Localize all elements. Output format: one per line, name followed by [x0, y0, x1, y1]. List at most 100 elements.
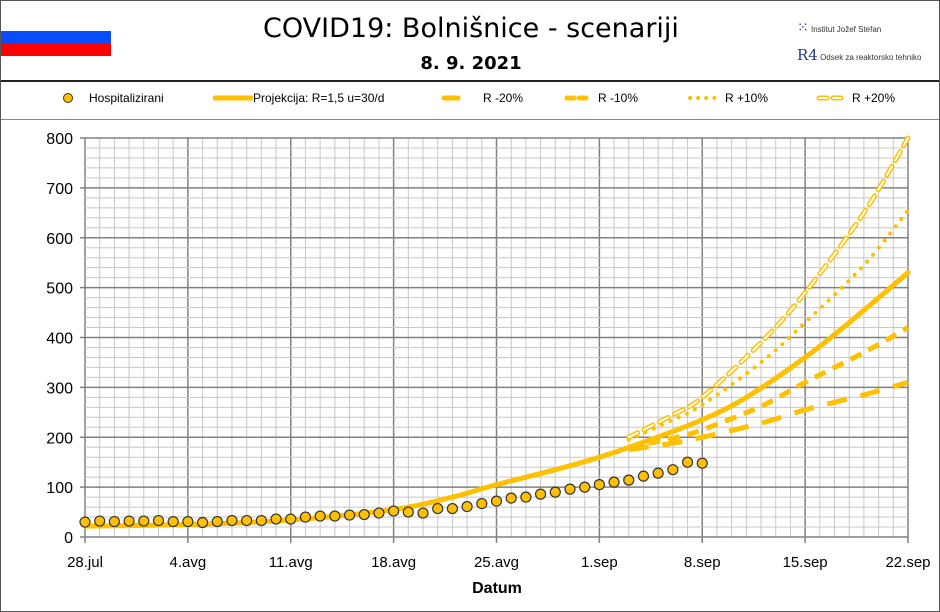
- chart-date: 8. 9. 2021: [420, 53, 522, 74]
- x-tick-label: 25.avg: [474, 554, 519, 571]
- series-line-r-20-: [628, 379, 909, 453]
- series-line-r-20--inner: [627, 137, 909, 439]
- data-point-hospitalizirani: [167, 515, 179, 528]
- data-point-hospitalizirani: [152, 514, 165, 527]
- legend-marker-icon: [63, 93, 73, 103]
- dots-logo-icon: ⁙: [797, 19, 809, 35]
- y-tick-label: 400: [46, 331, 73, 348]
- legend-item-r+10: R +10%: [687, 91, 768, 105]
- slovenia-flag-icon: [1, 19, 111, 56]
- data-point-hospitalizirani: [108, 515, 120, 528]
- data-point-hospitalizirani: [94, 515, 106, 527]
- data-point-hospitalizirani: [696, 457, 708, 469]
- data-point-hospitalizirani: [343, 509, 356, 521]
- legend-label: Hospitalizirani: [89, 91, 164, 105]
- logo-r4-text: Odsek za reaktorsko tehniko: [820, 53, 922, 62]
- header-divider: [1, 80, 939, 82]
- x-tick-label: 28.jul: [67, 554, 103, 571]
- x-axis-label: Datum: [472, 580, 522, 597]
- legend-item-r-10: R -10%: [564, 91, 638, 105]
- data-point-hospitalizirani: [417, 507, 429, 519]
- x-tick-label: 4.avg: [170, 554, 207, 571]
- data-point-hospitalizirani: [226, 514, 238, 527]
- data-point-hospitalizirani: [314, 510, 326, 522]
- legend-item-r-20: R -20%: [441, 91, 523, 105]
- data-point-hospitalizirani: [329, 510, 341, 522]
- data-point-hospitalizirani: [299, 511, 312, 523]
- x-tick-label: 22.sep: [885, 554, 930, 571]
- legend-item-r+20: R +20%: [816, 91, 895, 105]
- data-point-hospitalizirani: [667, 464, 679, 476]
- legend-dot-icon: [688, 96, 722, 100]
- data-point-hospitalizirani: [520, 491, 532, 503]
- data-point-hospitalizirani: [549, 486, 561, 498]
- data-point-hospitalizirani: [623, 474, 635, 486]
- y-tick-label: 700: [46, 181, 73, 198]
- data-point-hospitalizirani: [534, 488, 547, 500]
- legend-solid-line-icon: [213, 95, 253, 101]
- data-point-hospitalizirani: [681, 456, 694, 468]
- data-point-hospitalizirani: [608, 476, 620, 488]
- y-tick-label: 600: [46, 231, 73, 248]
- data-point-hospitalizirani: [505, 492, 517, 504]
- data-point-hospitalizirani: [446, 502, 459, 515]
- data-point-hospitalizirani: [476, 497, 488, 510]
- data-point-hospitalizirani: [123, 515, 135, 527]
- axes: 0 100 200 300 400 500 600 700 800 28.jul 4.avg 11.a…: [46, 131, 930, 571]
- data-point-hospitalizirani: [564, 483, 576, 495]
- y-tick-label: 200: [46, 430, 73, 447]
- series-line-r-10-: [628, 325, 910, 450]
- y-tick-label: 500: [46, 281, 73, 298]
- legend-dash-icon: [564, 95, 594, 101]
- data-point-hospitalizirani: [79, 516, 91, 528]
- y-tick-label: 300: [46, 380, 73, 397]
- series-line-r-10-: [626, 208, 910, 442]
- data-point-hospitalizirani: [358, 508, 370, 521]
- data-point-hospitalizirani: [388, 505, 400, 517]
- data-point-hospitalizirani: [270, 513, 282, 525]
- legend: Hospitalizirani Projekcija: R=1,5 u=30/d…: [1, 91, 939, 111]
- x-tick-label: 18.avg: [371, 554, 416, 571]
- r4-logo: R4 Odsek za reaktorsko tehniko: [797, 46, 921, 64]
- x-tick-label: 8.sep: [684, 554, 721, 571]
- data-point-hospitalizirani: [138, 515, 150, 527]
- data-point-hospitalizirani: [402, 506, 414, 518]
- legend-item-projekcija: Projekcija: R=1,5 u=30/d: [213, 91, 384, 105]
- x-tick-label: 1.sep: [581, 554, 618, 571]
- ijs-logo: ⁙ Institut Jožef Stefan: [797, 19, 881, 36]
- data-point-hospitalizirani: [579, 481, 591, 493]
- data-point-hospitalizirani: [432, 502, 444, 515]
- data-point-hospitalizirani: [461, 500, 473, 513]
- x-tick-label: 15.sep: [783, 554, 828, 571]
- r4-mark: R4: [797, 46, 818, 64]
- grid: [80, 137, 909, 543]
- data-point-hospitalizirani: [490, 495, 503, 507]
- legend-label: R -10%: [598, 91, 639, 105]
- data-point-hospitalizirani: [593, 479, 605, 491]
- data-point-hospitalizirani: [637, 470, 650, 482]
- legend-long-dash-icon: [441, 95, 461, 101]
- chart-title: COVID19: Bolnišnice - scenariji: [263, 13, 679, 44]
- data-point-hospitalizirani: [241, 514, 253, 527]
- legend-label: R -20%: [483, 91, 524, 105]
- data-point-hospitalizirani: [182, 515, 194, 528]
- y-tick-label: 0: [64, 530, 73, 547]
- legend-item-hospitalizirani: Hospitalizirani: [61, 91, 164, 105]
- legend-divider: [1, 119, 939, 120]
- data-point-hospitalizirani: [285, 513, 297, 525]
- y-tick-label: 800: [46, 131, 73, 148]
- data-point-hospitalizirani: [211, 515, 223, 528]
- legend-label: Projekcija: R=1,5 u=30/d: [253, 91, 385, 105]
- series-markers: [79, 456, 708, 529]
- legend-label: R +20%: [852, 91, 896, 105]
- x-tick-label: 11.avg: [269, 554, 313, 571]
- y-tick-label: 100: [46, 480, 73, 497]
- data-point-hospitalizirani: [255, 514, 267, 527]
- logo-ijs-text: Institut Jožef Stefan: [810, 25, 882, 34]
- legend-label: R +10%: [725, 91, 769, 105]
- legend-hollow-dash-icon: [816, 95, 848, 101]
- data-point-hospitalizirani: [373, 507, 385, 519]
- data-point-hospitalizirani: [196, 516, 209, 529]
